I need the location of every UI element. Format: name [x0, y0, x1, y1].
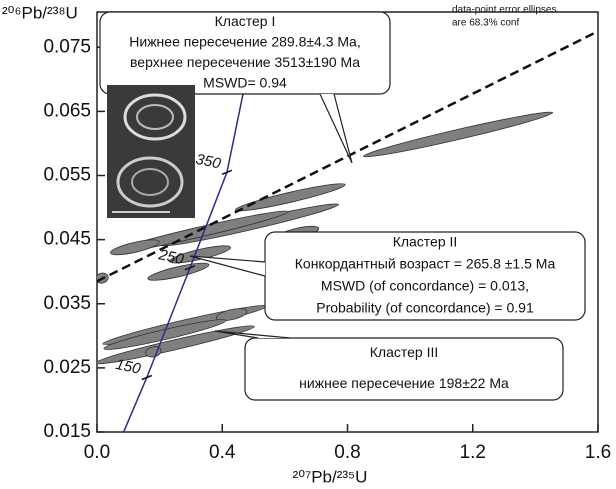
error-ellipse — [147, 262, 210, 281]
callout-pointer — [189, 255, 266, 277]
note: are 68.3% conf — [452, 18, 519, 29]
cl-image — [107, 85, 195, 218]
x-tick-label: 0.8 — [334, 442, 360, 463]
age-label: 250 — [156, 246, 186, 268]
callout-text: Кластер II — [393, 234, 458, 250]
callout-pointer — [214, 330, 291, 339]
error-ellipse — [215, 308, 248, 322]
age-label: 350 — [194, 151, 223, 173]
callout-text: Кластер I — [215, 13, 276, 29]
callout-text: Нижнее пересечение 289.8±4.3 Ma, — [129, 33, 360, 49]
error-ellipse — [234, 183, 346, 212]
error-ellipse — [103, 319, 227, 350]
x-tick-label: 0.0 — [84, 442, 110, 463]
y-tick-label: 0.045 — [43, 229, 91, 250]
note: data-point error ellipses — [452, 5, 557, 16]
x-tick-label: 1.2 — [460, 442, 486, 463]
y-tick-label: 0.055 — [43, 165, 91, 186]
y-tick-label: 0.065 — [43, 100, 91, 121]
callout: Кластер III нижнее пересечение 198±22 Ma — [214, 330, 564, 401]
callout-pointer — [319, 93, 353, 164]
callout-text: Кластер III — [370, 344, 439, 360]
y-tick-label: 0.035 — [43, 293, 91, 314]
callout: Кластер I Нижнее пересечение 289.8±4.3 Ma… — [99, 11, 391, 164]
x-axis-label: ²⁰⁷Pb/²³⁵U — [293, 467, 368, 486]
y-axis-label: ²⁰⁶Pb/²³⁸U — [2, 3, 78, 22]
y-tick-label: 0.075 — [43, 36, 91, 57]
age-label: 150 — [114, 356, 143, 378]
error-ellipse — [110, 239, 160, 256]
y-tick-label: 0.025 — [43, 357, 91, 378]
error-ellipse — [363, 111, 554, 158]
callout-text: нижнее пересечение 198±22 Ma — [299, 375, 509, 391]
x-tick-label: 0.4 — [209, 442, 236, 463]
callout-text: MSWD (of concordance) = 0.013, — [321, 278, 529, 294]
callout-box — [99, 11, 391, 95]
discordia — [97, 30, 598, 283]
y-tick-label: 0.015 — [43, 421, 91, 442]
callout-text: верхнее пересечение 3513±190 Ma — [130, 54, 360, 70]
age-tick — [221, 169, 233, 176]
callout-box — [244, 337, 564, 401]
error-ellipse — [97, 325, 255, 365]
callout-text: MSWD= 0.94 — [203, 74, 287, 90]
callout-text: Конкордантный возраст = 265.8 ±1.5 Ma — [295, 256, 556, 272]
age-tick — [141, 374, 153, 381]
callout: Кластер II Конкордантный возраст = 265.8 … — [189, 231, 586, 321]
x-tick-label: 1.6 — [585, 442, 611, 463]
age-tick — [184, 265, 196, 271]
callout-text: Probability (of concordance) = 0.91 — [316, 300, 534, 316]
